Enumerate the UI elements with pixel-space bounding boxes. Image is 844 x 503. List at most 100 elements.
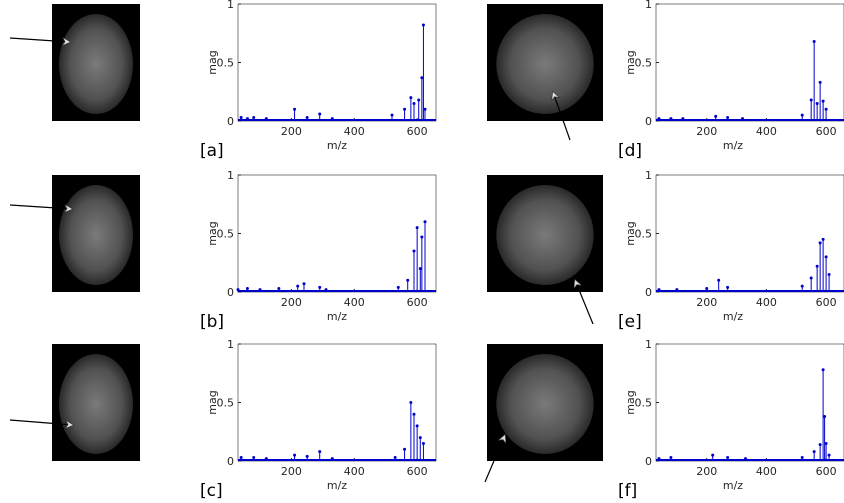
stem-marker [827,453,831,457]
stem-marker [420,235,424,239]
y-tick-label: 0.5 [217,57,235,70]
stem-marker [421,23,425,27]
x-axis-label: m/z [723,479,743,492]
stem-marker [669,455,673,459]
x-tick-label: 600 [407,125,428,138]
stem-marker [409,96,413,100]
y-tick-label: 1 [645,0,652,11]
panel-label: [b] [200,312,224,332]
tissue-section [59,354,133,454]
tissue-section [59,185,133,285]
stem-marker [396,285,400,289]
stem-marker [824,107,828,111]
arrow [9,38,70,42]
stem-marker [824,255,828,259]
chart: 0 0.5 1 200 400 600 m/z mag [e] [618,169,844,332]
plot-area [655,174,844,293]
arrow [575,280,594,325]
x-axis-label: m/z [723,139,743,152]
stem-marker [418,436,422,440]
y-tick-label: 0 [645,115,652,128]
x-tick-label: 200 [696,296,717,309]
stem-marker [809,98,813,102]
panel-label: [c] [200,481,223,499]
stem-marker [821,99,825,103]
stem-marker [305,454,309,458]
plot-area [237,3,437,122]
y-tick-label: 1 [645,169,652,182]
y-tick-label: 1 [227,0,234,11]
stem-marker [821,368,825,372]
stem-marker [420,76,424,80]
arrow [553,92,571,141]
stem-marker [705,286,709,290]
tissue-section [496,185,594,285]
stem-marker [812,39,816,43]
stem-marker [823,415,827,419]
stem-marker [302,282,306,286]
x-axis-label: m/z [327,310,347,323]
stem-marker [815,264,819,268]
x-tick-label: 200 [281,125,302,138]
y-axis-label: mag [206,50,219,74]
y-axis-label: mag [624,390,637,414]
tissue-section [496,354,594,454]
stem-marker [252,115,256,119]
stem-marker [415,226,419,230]
stem-marker [277,286,281,290]
x-tick-label: 200 [281,296,302,309]
stem-marker [403,107,407,111]
stem-marker [809,276,813,280]
y-tick-label: 1 [227,338,234,351]
x-tick-label: 400 [756,125,777,138]
x-tick-label: 400 [756,465,777,478]
stem-marker [412,101,416,105]
stem-marker [818,443,822,447]
stem-marker [423,220,427,224]
y-tick-label: 0 [645,455,652,468]
stem-marker [252,455,256,459]
stem-marker [726,115,730,119]
chart: 0 0.5 1 200 400 600 m/z mag [c] [200,338,437,501]
x-tick-label: 600 [816,125,837,138]
stem-marker [726,455,730,459]
y-tick-label: 0.5 [217,228,235,241]
x-axis-label: m/z [723,310,743,323]
stem-marker [296,284,300,288]
x-tick-label: 200 [281,465,302,478]
y-tick-label: 0.5 [217,397,235,410]
y-tick-label: 0.5 [635,397,653,410]
stem-marker [293,453,297,457]
stem-marker [318,450,322,454]
stem-marker [412,412,416,416]
stem-marker [421,441,425,445]
stem-marker [717,278,721,282]
stem-marker [415,424,419,428]
stem-marker [714,114,718,118]
y-tick-label: 0.5 [635,228,653,241]
stem-marker [305,115,309,119]
y-tick-label: 0 [227,455,234,468]
x-tick-label: 400 [344,296,365,309]
x-tick-label: 600 [816,296,837,309]
chart: 0 0.5 1 200 400 600 m/z mag [a] [200,0,437,161]
y-axis-label: mag [624,50,637,74]
arrow [484,435,505,483]
x-tick-label: 200 [696,465,717,478]
x-axis-label: m/z [327,139,347,152]
stem-marker [423,107,427,111]
x-tick-label: 400 [344,125,365,138]
tissue-section [59,14,133,114]
stem-marker [417,98,421,102]
panel-label: [e] [618,312,642,332]
x-tick-label: 600 [407,465,428,478]
y-axis-label: mag [206,221,219,245]
stem-marker [293,107,297,111]
stem-marker [726,285,730,289]
plot-area [655,343,844,462]
stem-marker [824,441,828,445]
stem-marker [812,450,816,454]
chart: 0 0.5 1 200 400 600 m/z mag [b] [200,169,437,332]
x-tick-label: 200 [696,125,717,138]
